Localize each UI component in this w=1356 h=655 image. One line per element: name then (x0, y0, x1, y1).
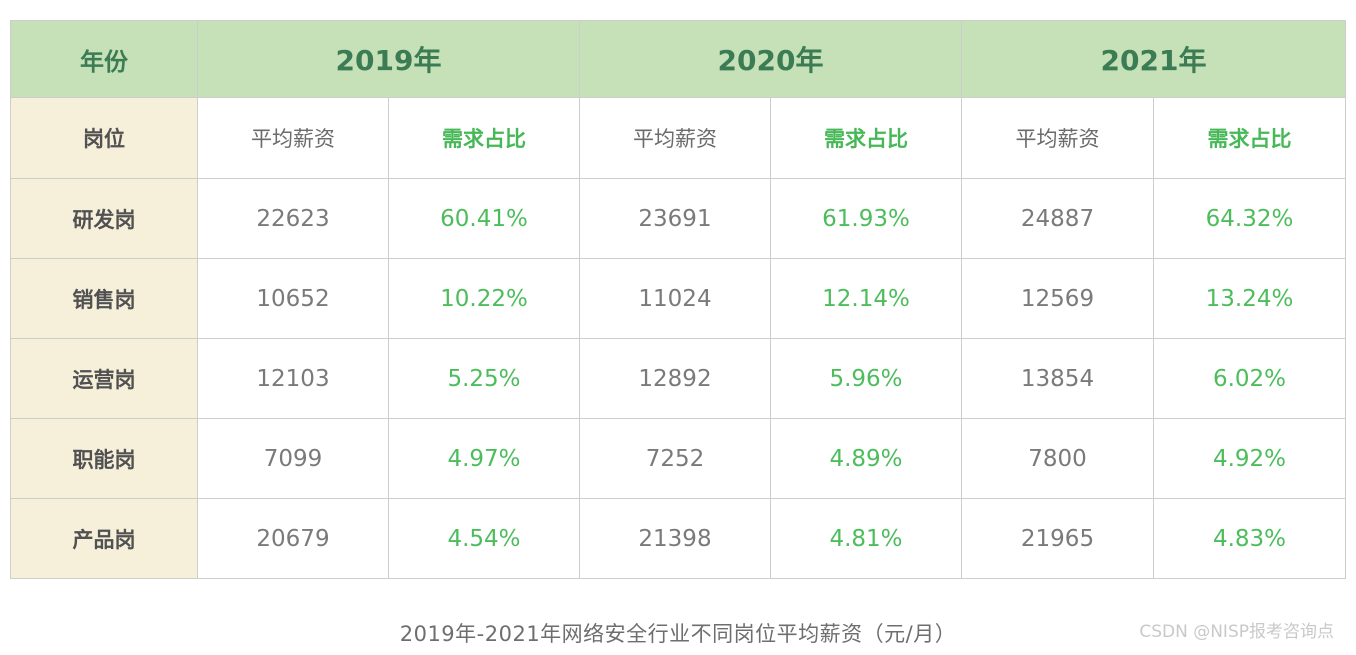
salary-value: 24887 (961, 178, 1154, 259)
row-label: 销售岗 (10, 258, 198, 339)
salary-table: 年份 2019年 2020年 2021年 岗位 平均薪资 需求占比 平均薪资 需… (10, 20, 1346, 579)
demand-value: 64.32% (1153, 178, 1346, 259)
demand-value: 4.97% (388, 418, 580, 499)
year-2020-header: 2020年 (579, 20, 962, 98)
demand-value: 5.25% (388, 338, 580, 419)
csdn-watermark: CSDN @NISP报考咨询点 (1139, 622, 1334, 642)
salary-value: 12103 (197, 338, 389, 419)
salary-value: 7252 (579, 418, 771, 499)
demand-value: 61.93% (770, 178, 962, 259)
salary-value: 7800 (961, 418, 1154, 499)
year-header-label: 年份 (10, 20, 198, 98)
salary-header-2020: 平均薪资 (579, 97, 771, 179)
demand-value: 12.14% (770, 258, 962, 339)
table-row-ops: 运营岗 12103 5.25% 12892 5.96% 13854 6.02% (10, 338, 1346, 419)
demand-value: 60.41% (388, 178, 580, 259)
position-header-label: 岗位 (10, 97, 198, 179)
year-2019-header: 2019年 (197, 20, 580, 98)
demand-value: 4.83% (1153, 498, 1346, 579)
demand-header-2021: 需求占比 (1153, 97, 1346, 179)
demand-value: 4.89% (770, 418, 962, 499)
row-label: 产品岗 (10, 498, 198, 579)
salary-value: 12569 (961, 258, 1154, 339)
table-caption: 2019年-2021年网络安全行业不同岗位平均薪资（元/月） (399, 622, 957, 646)
salary-value: 20679 (197, 498, 389, 579)
salary-value: 11024 (579, 258, 771, 339)
row-label: 运营岗 (10, 338, 198, 419)
demand-value: 6.02% (1153, 338, 1346, 419)
demand-value: 4.92% (1153, 418, 1346, 499)
salary-value: 7099 (197, 418, 389, 499)
salary-value: 21965 (961, 498, 1154, 579)
salary-value: 23691 (579, 178, 771, 259)
sub-header-row: 岗位 平均薪资 需求占比 平均薪资 需求占比 平均薪资 需求占比 (10, 97, 1346, 179)
table-row-product: 产品岗 20679 4.54% 21398 4.81% 21965 4.83% (10, 498, 1346, 579)
demand-value: 13.24% (1153, 258, 1346, 339)
year-header-row: 年份 2019年 2020年 2021年 (10, 20, 1346, 98)
row-label: 职能岗 (10, 418, 198, 499)
table-row-sales: 销售岗 10652 10.22% 11024 12.14% 12569 13.2… (10, 258, 1346, 339)
demand-value: 10.22% (388, 258, 580, 339)
salary-value: 22623 (197, 178, 389, 259)
demand-header-2019: 需求占比 (388, 97, 580, 179)
salary-value: 10652 (197, 258, 389, 339)
year-2021-header: 2021年 (961, 20, 1346, 98)
demand-value: 5.96% (770, 338, 962, 419)
salary-header-2019: 平均薪资 (197, 97, 389, 179)
salary-header-2021: 平均薪资 (961, 97, 1154, 179)
salary-value: 12892 (579, 338, 771, 419)
demand-value: 4.54% (388, 498, 580, 579)
salary-value: 13854 (961, 338, 1154, 419)
demand-value: 4.81% (770, 498, 962, 579)
table-row-functional: 职能岗 7099 4.97% 7252 4.89% 7800 4.92% (10, 418, 1346, 499)
row-label: 研发岗 (10, 178, 198, 259)
table-row-rd: 研发岗 22623 60.41% 23691 61.93% 24887 64.3… (10, 178, 1346, 259)
demand-header-2020: 需求占比 (770, 97, 962, 179)
salary-value: 21398 (579, 498, 771, 579)
